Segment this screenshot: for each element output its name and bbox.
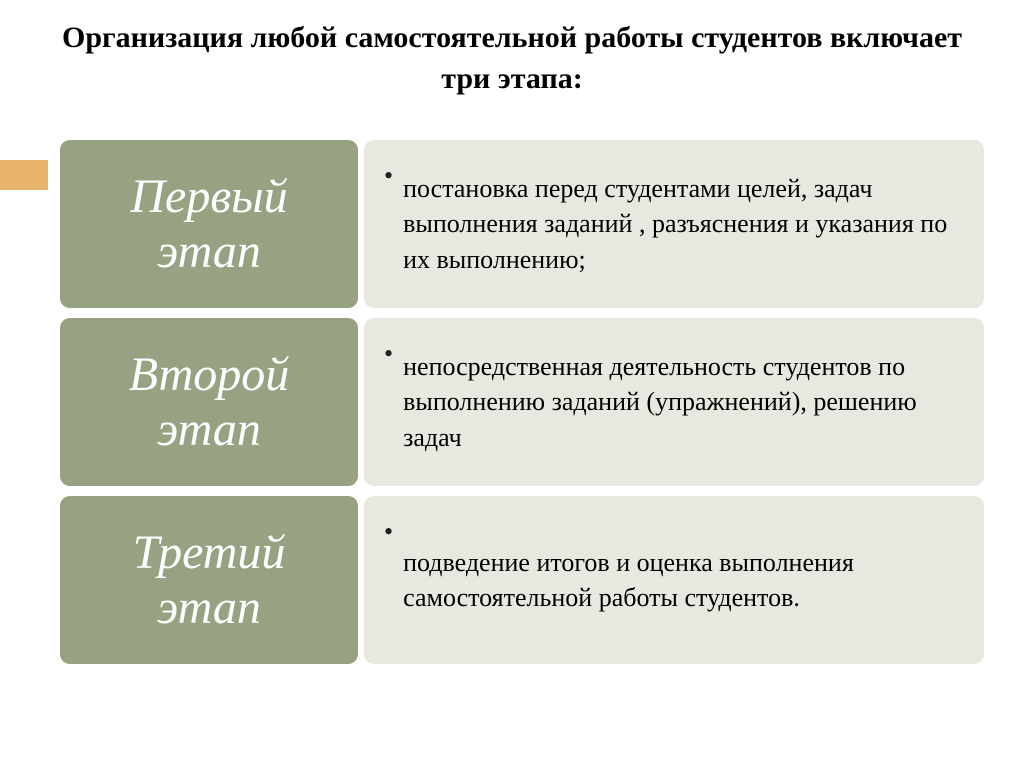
stage-desc: постановка перед студентами целей, задач… bbox=[403, 171, 956, 276]
bullet-icon: • bbox=[384, 514, 393, 549]
stage-label: Третийэтап bbox=[60, 496, 358, 664]
stage-desc-wrap: • постановка перед студентами целей, зад… bbox=[364, 140, 984, 308]
stage-desc-wrap: • непосредственная деятельность студенто… bbox=[364, 318, 984, 486]
stage-desc-wrap: • подведение итогов и оценка выполнения … bbox=[364, 496, 984, 664]
stage-row: Третийэтап • подведение итогов и оценка … bbox=[60, 496, 984, 664]
stage-label: Первыйэтап bbox=[60, 140, 358, 308]
stage-desc: непосредственная деятельность студентов … bbox=[403, 349, 956, 454]
stages-container: Первыйэтап • постановка перед студентами… bbox=[60, 140, 984, 664]
page-title: Организация любой самостоятельной работы… bbox=[0, 0, 1024, 109]
stage-desc: подведение итогов и оценка выполнения са… bbox=[403, 545, 956, 615]
bullet-icon: • bbox=[384, 158, 393, 193]
stage-row: Первыйэтап • постановка перед студентами… bbox=[60, 140, 984, 308]
bullet-icon: • bbox=[384, 336, 393, 371]
stage-row: Второйэтап • непосредственная деятельнос… bbox=[60, 318, 984, 486]
accent-bar bbox=[0, 160, 48, 190]
stage-label: Второйэтап bbox=[60, 318, 358, 486]
